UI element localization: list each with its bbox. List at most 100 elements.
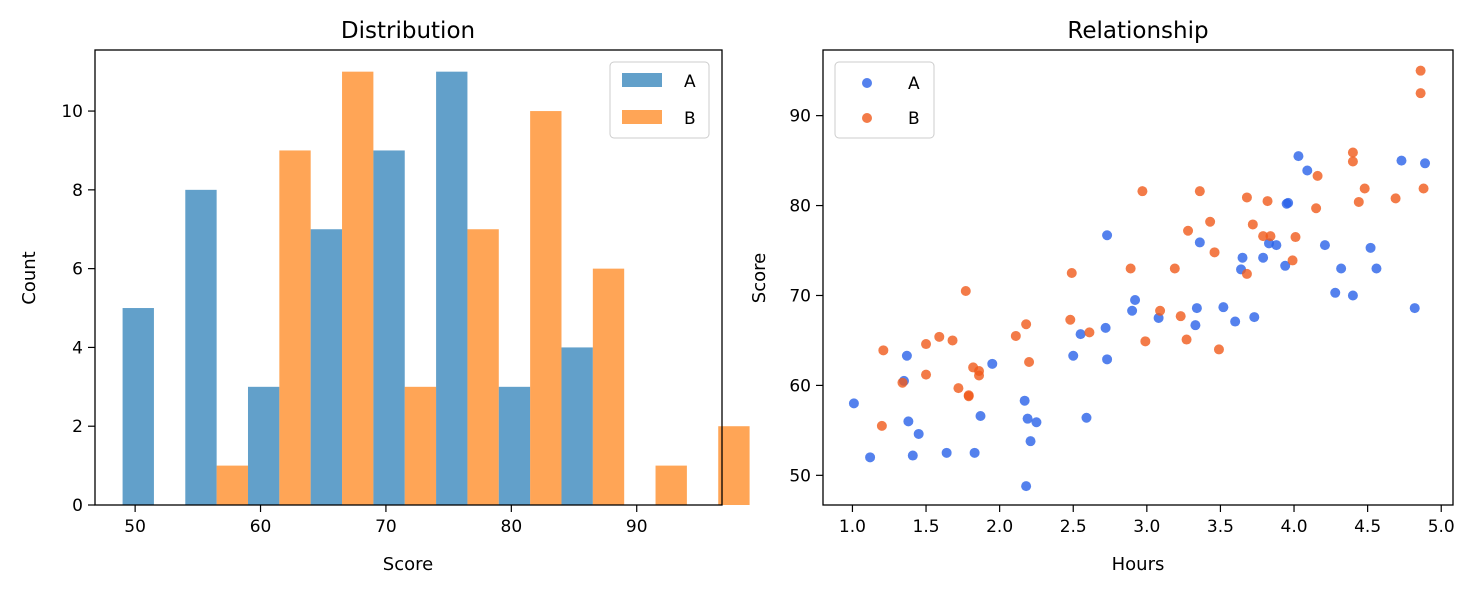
- point-b: [1169, 263, 1180, 274]
- point-a: [941, 447, 952, 458]
- point-b: [947, 335, 958, 346]
- y-tick-label: 0: [72, 496, 83, 516]
- y-tick-label: 2: [72, 417, 83, 437]
- point-a: [1130, 294, 1141, 305]
- point-b: [1247, 219, 1258, 230]
- point-a: [903, 416, 914, 427]
- point-b: [963, 390, 974, 401]
- point-b: [1418, 183, 1429, 194]
- point-a: [1194, 237, 1205, 248]
- point-b: [1140, 336, 1151, 347]
- point-a: [1396, 155, 1407, 166]
- point-b: [1181, 334, 1192, 345]
- histogram-plot-frame: [94, 49, 723, 506]
- point-a: [1102, 354, 1113, 365]
- x-tick-label: 50: [124, 517, 146, 537]
- point-a: [1280, 260, 1291, 271]
- histogram-y-ticks: 0 2 4 6 8 10: [61, 102, 95, 516]
- bar-b: [342, 71, 374, 506]
- point-b: [1241, 268, 1252, 279]
- y-tick-label: 70: [789, 286, 811, 306]
- point-b: [1287, 255, 1298, 266]
- histogram-y-label: Count: [19, 251, 40, 304]
- legend-frame: [834, 61, 935, 139]
- point-b: [953, 383, 964, 394]
- point-b: [1353, 196, 1364, 207]
- scatter-points: [848, 65, 1431, 492]
- point-b: [897, 377, 908, 388]
- scatter-x-ticks: 1.0 1.5 2.0 2.5 3.0 3.5 4.0 4.5 5.0: [839, 505, 1455, 537]
- point-a: [1031, 417, 1042, 428]
- point-b: [1125, 263, 1136, 274]
- bar-a: [122, 308, 154, 505]
- point-a: [1319, 240, 1330, 251]
- point-b: [1359, 183, 1370, 194]
- point-b: [1183, 225, 1194, 236]
- bar-b: [718, 426, 750, 505]
- y-tick-label: 8: [72, 181, 83, 201]
- histogram-legend: A B: [609, 61, 710, 139]
- point-b: [1065, 314, 1076, 325]
- point-b: [876, 420, 887, 431]
- point-a: [1022, 413, 1033, 424]
- point-b: [934, 331, 945, 342]
- histogram-title: Distribution: [341, 18, 475, 44]
- point-a: [1190, 320, 1201, 331]
- scatter-title: Relationship: [1067, 18, 1208, 44]
- point-a: [1249, 312, 1260, 323]
- y-tick-label: 6: [72, 260, 83, 280]
- bar-a: [247, 386, 280, 505]
- bar-a: [185, 189, 217, 505]
- point-b: [1415, 88, 1426, 99]
- bar-a: [436, 71, 468, 506]
- x-tick-label: 3.5: [1207, 517, 1234, 537]
- scatter-y-ticks: 50 60 70 80 90: [789, 107, 823, 486]
- point-b: [1265, 231, 1276, 242]
- y-tick-label: 10: [61, 102, 83, 122]
- x-tick-label: 90: [626, 517, 648, 537]
- point-a: [1365, 242, 1376, 253]
- x-tick-label: 70: [375, 517, 397, 537]
- point-b: [1311, 203, 1322, 214]
- point-b: [1312, 170, 1323, 181]
- legend-label-b: B: [684, 109, 696, 129]
- bar-b: [404, 386, 437, 505]
- point-a: [1021, 481, 1032, 492]
- point-b: [1175, 311, 1186, 322]
- point-b: [1205, 216, 1216, 227]
- legend-marker-b: [862, 113, 872, 123]
- legend-swatch-b: [622, 110, 662, 124]
- y-tick-label: 90: [789, 107, 811, 127]
- y-tick-label: 60: [789, 376, 811, 396]
- x-tick-label: 1.0: [839, 517, 866, 537]
- point-b: [1290, 232, 1301, 243]
- point-a: [1102, 230, 1113, 241]
- point-a: [987, 358, 998, 369]
- point-b: [960, 285, 971, 296]
- point-b: [1024, 357, 1035, 368]
- point-a: [1347, 290, 1358, 301]
- point-a: [1127, 305, 1138, 316]
- legend-marker-a: [862, 78, 872, 88]
- point-b: [1066, 268, 1077, 279]
- point-b: [1390, 193, 1401, 204]
- x-tick-label: 1.5: [913, 517, 940, 537]
- point-a: [1191, 303, 1202, 314]
- point-a: [969, 447, 980, 458]
- y-tick-label: 50: [789, 466, 811, 486]
- bar-b: [530, 111, 562, 505]
- bar-b: [279, 150, 311, 506]
- point-b: [1347, 156, 1358, 167]
- bar-b: [655, 465, 687, 505]
- point-a: [1025, 436, 1036, 447]
- point-a: [1258, 252, 1269, 263]
- scatter-legend: A B: [834, 61, 935, 139]
- point-a: [1293, 151, 1304, 162]
- x-tick-label: 60: [250, 517, 272, 537]
- point-b: [921, 369, 932, 380]
- point-b: [1213, 344, 1224, 355]
- point-a: [848, 398, 859, 409]
- point-b: [878, 345, 889, 356]
- point-b: [1194, 186, 1205, 197]
- point-b: [1155, 305, 1166, 316]
